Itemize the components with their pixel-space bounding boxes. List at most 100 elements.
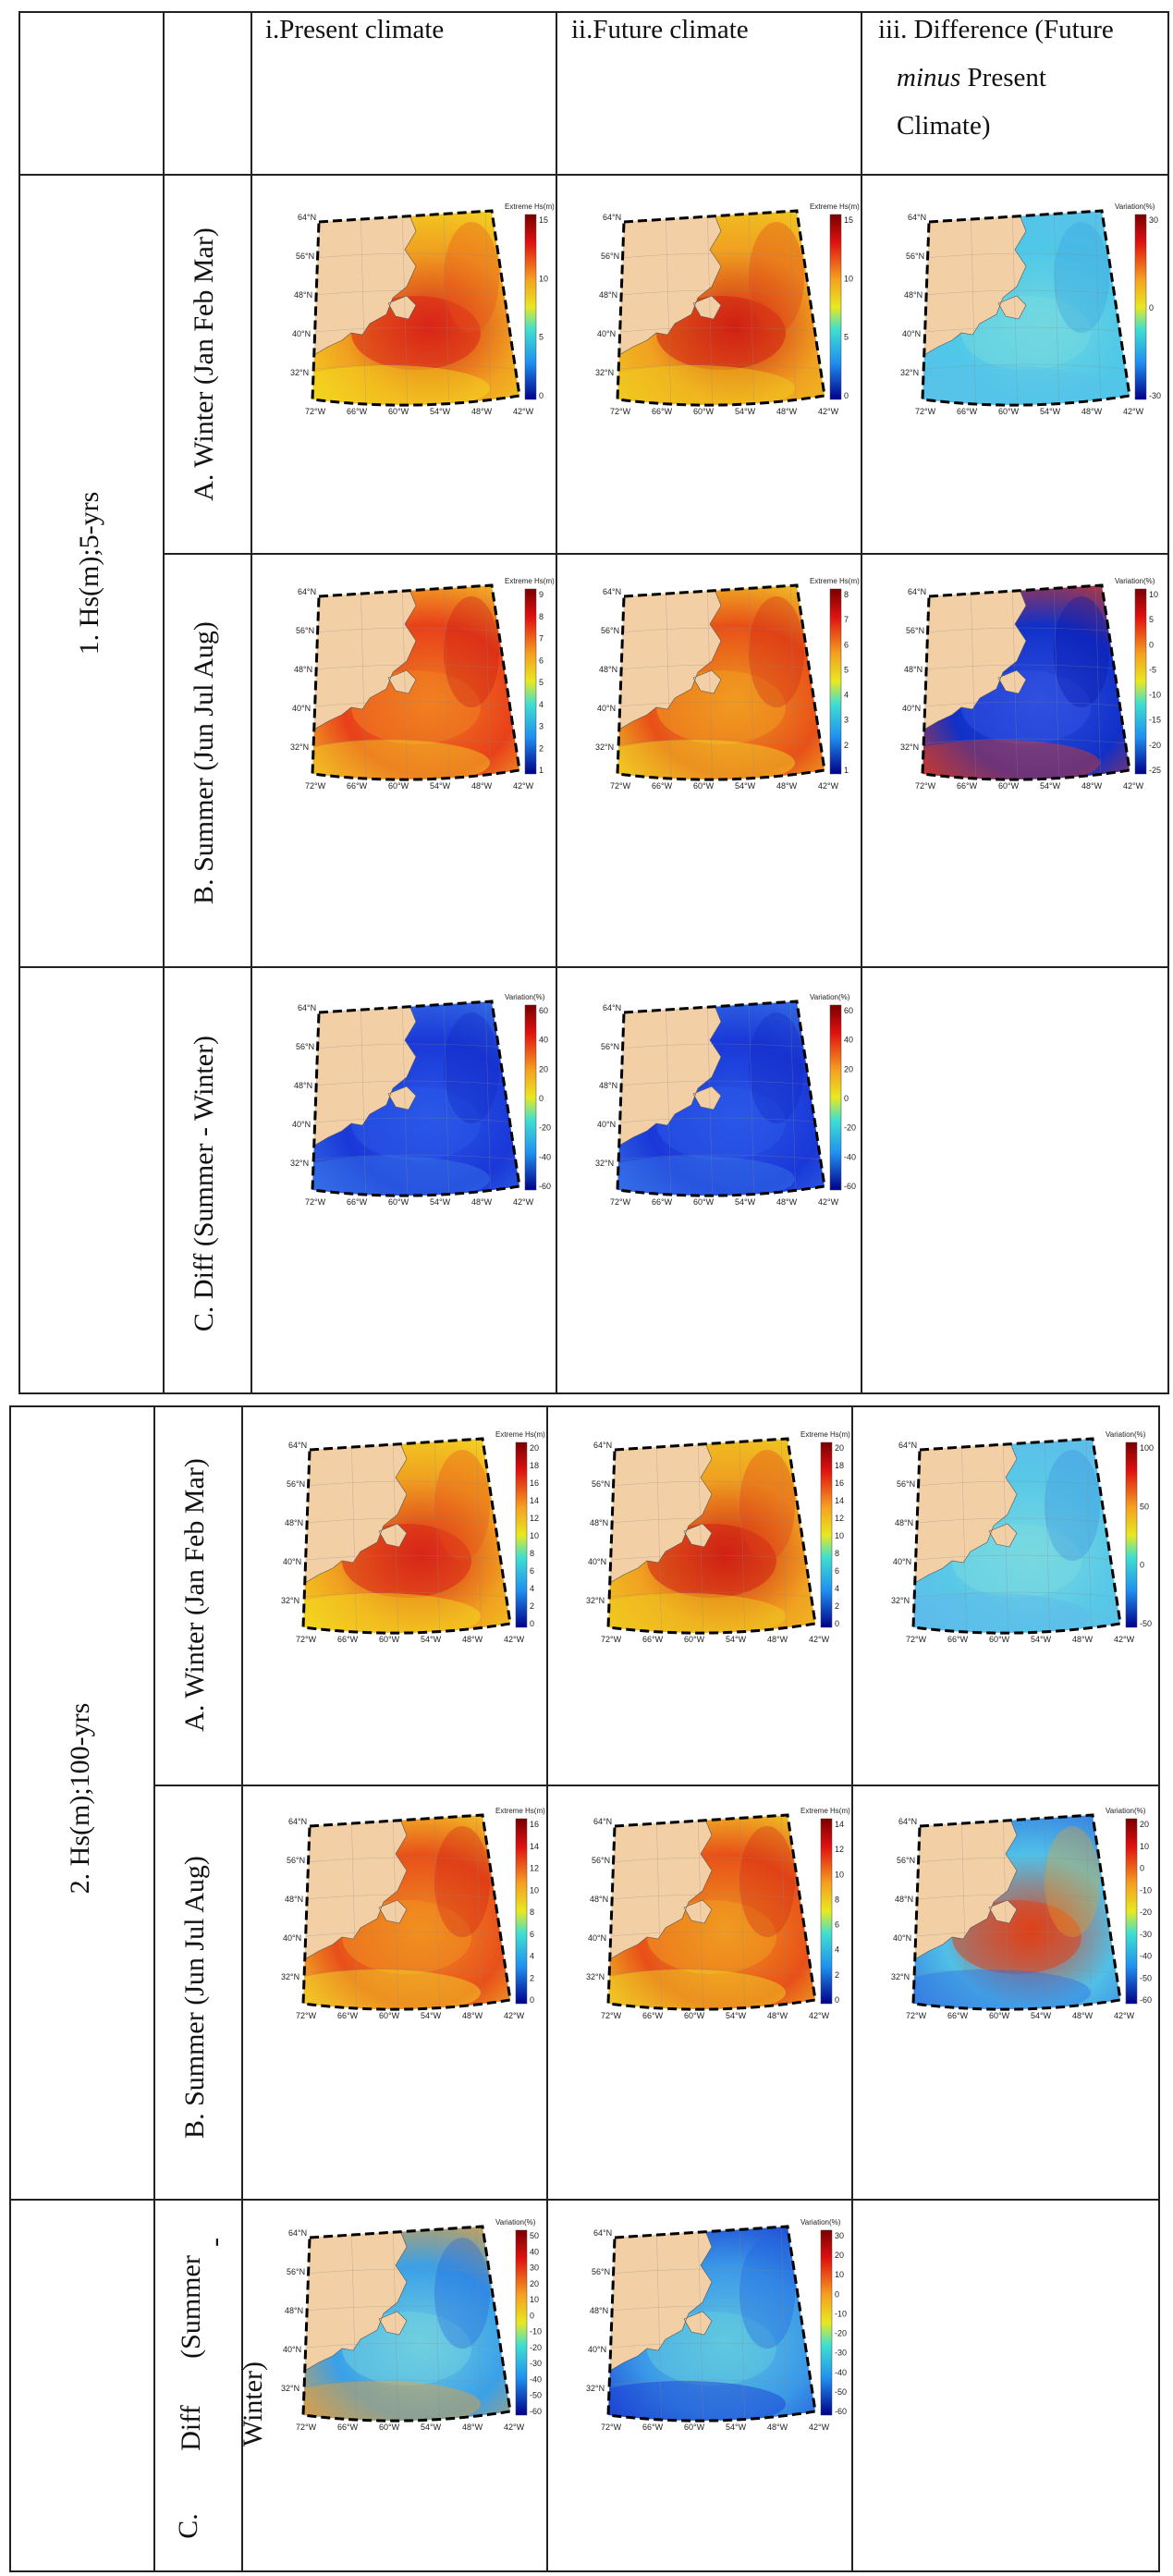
lat-tick-label: 64°N (603, 213, 621, 222)
colorbar-tick-label: 6 (844, 640, 849, 649)
lon-tick-label: 60°W (684, 1635, 705, 1644)
map-frame (311, 209, 521, 407)
colorbar-tick-label: 14 (835, 1496, 844, 1505)
colorbar-tick-label: -10 (835, 2309, 847, 2318)
lat-tick-label: 48°N (285, 1518, 303, 1527)
colorbar-tick-label: 10 (835, 1531, 844, 1540)
colorbar-tick-label: -60 (844, 1182, 856, 1191)
colorbar-tick-label: 14 (835, 1820, 844, 1829)
colorbar-tick-label: 18 (530, 1461, 539, 1470)
colorbar-tick-label: 5 (1149, 615, 1154, 624)
lat-tick-label: 32°N (586, 1596, 605, 1605)
lat-tick-label: 32°N (290, 1159, 309, 1168)
lat-tick-label: 32°N (891, 1972, 910, 1981)
lon-tick-label: 48°W (471, 1197, 493, 1207)
map-panel: 64°N 56°N 48°N 40°N 32°N 72°W 66°W 60°W 54°W 48°W… (887, 194, 1165, 435)
colorbar (515, 1818, 528, 2005)
colorbar-title: Extreme Hs(m) (505, 202, 555, 211)
lon-tick-label: 48°W (462, 2423, 483, 2432)
colorbar-tick-label: 12 (835, 1514, 844, 1523)
lon-tick-label: 54°W (421, 2011, 442, 2020)
lon-tick-label: 60°W (379, 2011, 400, 2020)
colorbar-tick-label: 0 (844, 1094, 849, 1103)
colorbar-tick-label: 50 (530, 2231, 539, 2240)
colorbar-tick-label: -20 (530, 2343, 542, 2352)
colorbar-tick-label: -20 (1149, 741, 1161, 750)
colorbar-tick-label: 0 (835, 1619, 839, 1628)
lon-tick-label: 54°W (1031, 2011, 1052, 2020)
group-1-label: 1. Hs(m);5-yrs (74, 491, 104, 656)
lon-tick-label: 72°W (906, 1635, 927, 1644)
lon-tick-label: 60°W (388, 1197, 409, 1207)
colorbar-tick-label: -30 (1140, 1930, 1152, 1939)
lon-tick-label: 60°W (998, 781, 1020, 791)
lon-tick-label: 60°W (998, 407, 1020, 416)
lon-tick-label: 60°W (379, 2423, 400, 2432)
lat-tick-label: 40°N (292, 329, 311, 338)
colorbar-title: Extreme Hs(m) (800, 1430, 850, 1439)
land-area (312, 211, 417, 357)
colorbar-tick-label: 18 (835, 1461, 844, 1470)
lat-tick-label: 32°N (281, 1596, 299, 1605)
colorbar-tick-label: -20 (835, 2329, 847, 2338)
lat-tick-label: 32°N (586, 1972, 605, 1981)
map-frame (301, 2225, 512, 2423)
lat-tick-label: 56°N (592, 1856, 610, 1865)
colorbar-tick-label: 4 (835, 1945, 839, 1955)
lat-tick-label: 64°N (288, 1441, 307, 1450)
lon-tick-label: 48°W (776, 407, 798, 416)
colorbar-tick-label: 0 (835, 2289, 839, 2299)
map-image: 64°N 56°N 48°N 40°N 32°N 72°W 66°W 60°W 54°W 48°W… (281, 1430, 545, 1644)
lat-tick-label: 48°N (599, 665, 617, 674)
colorbar-tick-label: -40 (539, 1152, 551, 1161)
lon-tick-label: 42°W (818, 781, 839, 791)
lat-tick-label: 48°N (895, 1895, 913, 1904)
colorbar-tick-label: -30 (1149, 391, 1161, 400)
colorbar-tick-label: 14 (530, 1496, 539, 1505)
lat-tick-label: 48°N (599, 290, 617, 300)
lon-tick-label: 72°W (915, 781, 936, 791)
colorbar-tick-label: 12 (530, 1864, 539, 1873)
map-panel: 64°N 56°N 48°N 40°N 32°N 72°W 66°W 60°W 54°W 48°W… (573, 2210, 850, 2450)
lon-tick-label: 72°W (296, 2423, 317, 2432)
colorbar-tick-label: -40 (844, 1152, 856, 1161)
colorbar-tick-label: -50 (530, 2391, 542, 2400)
lon-tick-label: 66°W (947, 2011, 969, 2020)
lat-tick-label: 64°N (898, 1441, 917, 1450)
lon-tick-label: 48°W (1081, 781, 1103, 791)
lon-tick-label: 66°W (642, 1635, 664, 1644)
colorbar-tick-label: 15 (539, 215, 548, 225)
colorbar-title: Variation(%) (1115, 577, 1155, 585)
colorbar-tick-label: 30 (1149, 215, 1158, 225)
colorbar-title: Variation(%) (810, 993, 850, 1001)
map-image: 64°N 56°N 48°N 40°N 32°N 72°W 66°W 60°W 54°W 48°W… (595, 202, 860, 416)
land-area (608, 1439, 713, 1585)
row-2c-label-summer: (Summer (176, 2255, 206, 2359)
lon-tick-label: 42°W (504, 2423, 525, 2432)
row-1c-label: C. Diff (Summer - Winter) (189, 1035, 219, 1332)
table-group-1 (18, 11, 1169, 1394)
colorbar-tick-label: 10 (539, 274, 548, 283)
lon-tick-label: 72°W (601, 1635, 622, 1644)
colorbar-tick-label: 2 (844, 741, 849, 750)
lon-tick-label: 72°W (305, 781, 326, 791)
lon-tick-label: 72°W (305, 1197, 326, 1207)
colorbar-title: Variation(%) (1106, 1807, 1146, 1815)
lon-tick-label: 54°W (1040, 781, 1061, 791)
map-image: 64°N 56°N 48°N 40°N 32°N 72°W 66°W 60°W 54°W 48°W… (900, 202, 1161, 416)
lat-tick-label: 32°N (891, 1596, 910, 1605)
lat-tick-label: 48°N (294, 665, 312, 674)
colorbar-tick-label: 5 (844, 665, 849, 674)
colorbar-tick-label: 100 (1140, 1443, 1154, 1453)
lon-tick-label: 72°W (610, 781, 631, 791)
lat-tick-label: 64°N (288, 2228, 307, 2238)
lon-tick-label: 42°W (809, 2423, 830, 2432)
colorbar-tick-label: -20 (539, 1123, 551, 1133)
colorbar-tick-label: 9 (539, 590, 544, 599)
lon-tick-label: 42°W (504, 2011, 525, 2020)
map-panel: 64°N 56°N 48°N 40°N 32°N 72°W 66°W 60°W 54°W 48°W… (268, 1422, 545, 1662)
group-2-label: 2. Hs(m);100-yrs (65, 1702, 95, 1895)
colorbar-tick-label: 15 (844, 215, 853, 225)
colorbar-tick-label: 12 (530, 1514, 539, 1523)
colorbar (820, 1818, 833, 2005)
